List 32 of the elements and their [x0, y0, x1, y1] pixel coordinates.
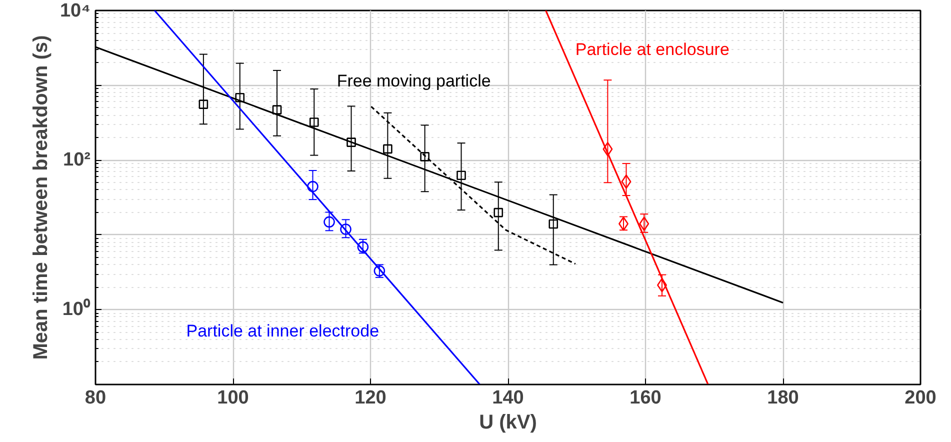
x-tick-label: 160 [630, 388, 662, 408]
x-tick-label: 200 [904, 388, 936, 408]
point [456, 170, 466, 180]
point [272, 105, 282, 114]
point [346, 138, 356, 147]
point [383, 144, 392, 154]
point [198, 100, 208, 109]
y-tick-label: 10⁰ [62, 298, 91, 320]
x-tick-label: 100 [217, 388, 249, 408]
x-axis-title: U (kV) [479, 412, 537, 434]
point [309, 118, 319, 127]
point [548, 219, 558, 229]
point [621, 174, 632, 189]
point [340, 224, 352, 235]
point [307, 180, 318, 192]
point [420, 152, 430, 162]
series-label: Free moving particle [336, 71, 491, 90]
point [494, 208, 504, 218]
y-tick-label: 10⁴ [60, 0, 91, 22]
x-tick-label: 140 [492, 388, 524, 408]
point [639, 216, 650, 231]
point [602, 142, 613, 156]
point [235, 92, 245, 102]
x-tick-label: 80 [84, 388, 106, 408]
text: Particle at enclosure [575, 40, 730, 60]
y-axis-title: Mean time between breakdown (s) [30, 35, 52, 360]
point [357, 241, 369, 253]
point [324, 216, 335, 228]
y-tick-label: 10² [63, 150, 91, 171]
x-tick-label: 180 [767, 388, 799, 408]
x-tick-label: 120 [354, 388, 386, 408]
text: Particle at inner electrode [186, 321, 380, 340]
